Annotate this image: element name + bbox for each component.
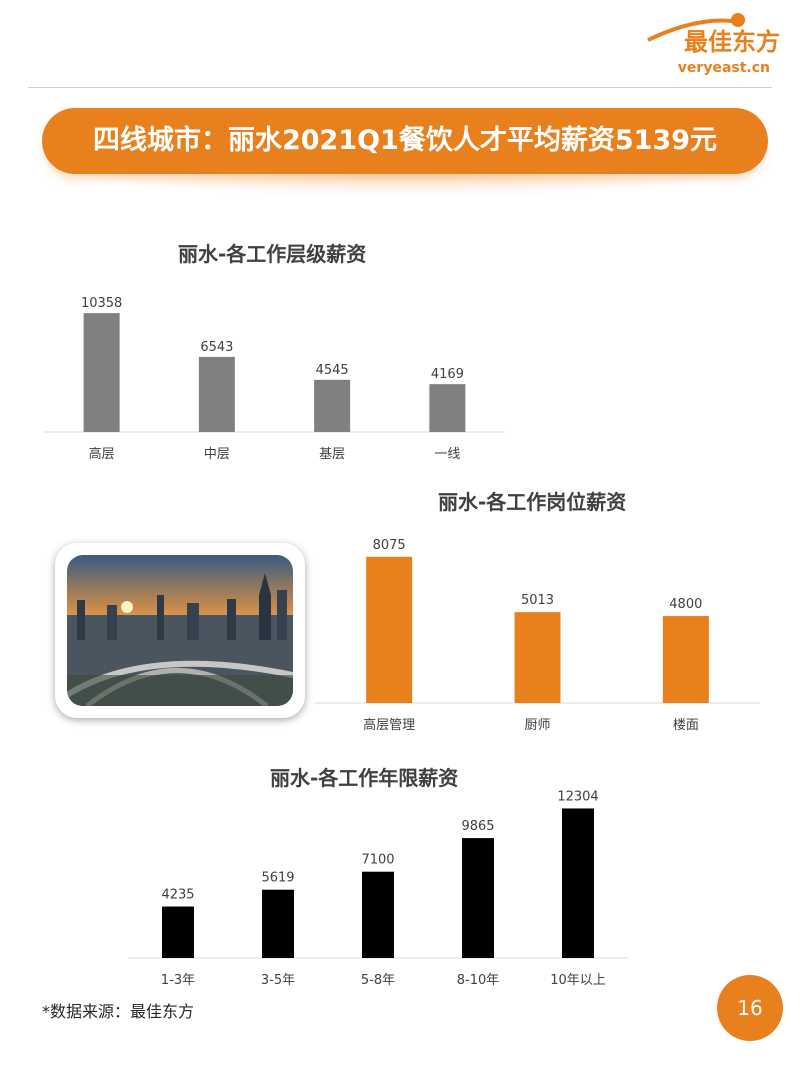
- data-label: 7100: [361, 853, 394, 868]
- bar-0-2: [314, 379, 351, 432]
- category-label: 高层: [89, 446, 115, 462]
- page-title-banner: 四线城市：丽水2021Q1餐饮人才平均薪资5139元: [42, 108, 768, 174]
- bar-2-3: [462, 838, 494, 958]
- data-label: 4800: [669, 597, 702, 612]
- chart-title-years: 丽水-各工作年限薪资: [270, 766, 459, 790]
- chart-title-level: 丽水-各工作层级薪资: [178, 242, 367, 266]
- category-label: 1-3年: [161, 973, 195, 988]
- chart-title-position: 丽水-各工作岗位薪资: [438, 490, 627, 514]
- bar-0-0: [83, 313, 120, 432]
- data-label: 10358: [81, 296, 122, 311]
- data-label: 9865: [461, 819, 494, 834]
- logo-swoosh-icon: [647, 13, 745, 42]
- logo-subtext: veryeast.cn: [677, 60, 770, 76]
- category-label: 一线: [434, 447, 460, 462]
- logo-text: 最佳东方: [684, 28, 780, 56]
- bar-2-1: [262, 889, 294, 958]
- data-label: 4545: [316, 363, 349, 378]
- category-label: 厨师: [524, 718, 550, 733]
- data-label: 5619: [261, 871, 294, 886]
- bar-1-2: [662, 616, 709, 703]
- city-skyline-image: [67, 555, 293, 706]
- category-label: 5-8年: [361, 973, 395, 988]
- data-label: 4235: [161, 888, 194, 903]
- data-label: 8075: [373, 538, 406, 553]
- bar-2-2: [362, 871, 394, 958]
- bar-2-4: [562, 808, 594, 958]
- bar-0-3: [429, 384, 466, 432]
- category-label: 基层: [319, 447, 345, 462]
- data-label: 6543: [200, 340, 233, 355]
- data-source-note: *数据来源：最佳东方: [42, 1002, 195, 1021]
- bar-1-1: [514, 612, 561, 703]
- category-label: 楼面: [673, 718, 699, 733]
- header-divider: [28, 87, 772, 88]
- bar-2-0: [162, 906, 194, 958]
- category-label: 3-5年: [261, 973, 295, 988]
- data-label: 4169: [431, 367, 464, 382]
- bar-0-1: [198, 356, 235, 432]
- city-photo: [55, 543, 305, 718]
- data-label: 12304: [557, 789, 598, 804]
- category-label: 高层管理: [363, 717, 415, 733]
- category-label: 10年以上: [550, 973, 606, 988]
- category-label: 中层: [204, 447, 230, 462]
- banner-shadow: [70, 170, 740, 198]
- data-label: 5013: [521, 593, 554, 608]
- page-number-badge: 16: [717, 975, 783, 1041]
- bar-1-0: [366, 556, 413, 703]
- category-label: 8-10年: [457, 973, 500, 988]
